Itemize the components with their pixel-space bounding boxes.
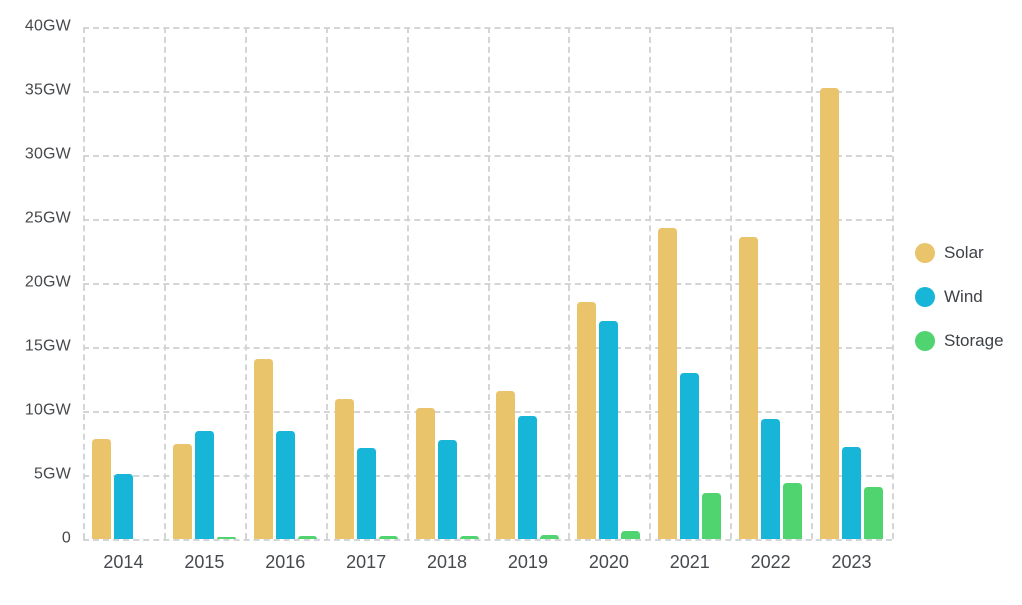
x-tick-label: 2018 xyxy=(427,552,468,572)
y-tick-label: 10GW xyxy=(24,401,71,419)
x-tick-label: 2020 xyxy=(588,552,629,572)
bar-solar-2018 xyxy=(415,408,435,539)
bar-wind-2019 xyxy=(518,416,538,539)
x-tick-label: 2023 xyxy=(831,552,872,572)
legend-item-solar: Solar xyxy=(915,242,1004,263)
gridline-vertical xyxy=(83,27,85,539)
gridline-vertical xyxy=(649,27,652,539)
y-tick-label: 5GW xyxy=(33,465,71,483)
bar-storage-2021 xyxy=(702,492,722,539)
gridline-vertical xyxy=(244,27,247,539)
bar-solar-2017 xyxy=(334,399,354,539)
bar-wind-2020 xyxy=(599,321,619,539)
gridline-vertical xyxy=(568,27,571,539)
x-tick-label: 2014 xyxy=(103,552,144,572)
bar-storage-2017 xyxy=(378,536,398,539)
bar-wind-2016 xyxy=(275,431,295,539)
legend-item-wind: Wind xyxy=(915,286,1004,307)
bar-storage-2015 xyxy=(216,537,236,539)
bar-solar-2019 xyxy=(496,390,516,539)
y-tick-label: 0 xyxy=(61,529,71,547)
x-tick-label: 2022 xyxy=(750,552,791,572)
bar-solar-2020 xyxy=(577,302,597,539)
legend-label-storage: Storage xyxy=(944,330,1004,350)
bar-storage-2019 xyxy=(540,535,560,539)
bar-wind-2023 xyxy=(842,446,862,539)
bar-wind-2014 xyxy=(113,473,133,539)
x-tick-label: 2016 xyxy=(265,552,306,572)
solar-swatch-icon xyxy=(915,242,935,263)
legend-item-storage: Storage xyxy=(915,330,1004,351)
y-tick-label: 35GW xyxy=(24,81,71,99)
x-tick-label: 2021 xyxy=(669,552,710,572)
x-tick-label: 2015 xyxy=(184,552,225,572)
y-tick-label: 40GW xyxy=(24,17,71,35)
bar-storage-2022 xyxy=(783,482,803,539)
bar-solar-2023 xyxy=(820,88,840,539)
gridline-vertical xyxy=(892,27,894,539)
bar-solar-2015 xyxy=(172,444,192,539)
bar-storage-2018 xyxy=(459,535,479,539)
x-tick-label: 2019 xyxy=(507,552,548,572)
bar-solar-2021 xyxy=(658,227,678,539)
bar-wind-2018 xyxy=(437,440,457,539)
bar-solar-2022 xyxy=(739,236,759,539)
gridline-vertical xyxy=(325,27,328,539)
wind-swatch-icon xyxy=(915,286,935,307)
bar-wind-2021 xyxy=(680,372,700,539)
legend-label-solar: Solar xyxy=(944,242,984,262)
y-tick-label: 15GW xyxy=(24,337,71,355)
bar-storage-2020 xyxy=(621,531,641,539)
bar-solar-2016 xyxy=(253,358,273,539)
bar-wind-2017 xyxy=(356,448,376,539)
gridline-vertical xyxy=(406,27,409,539)
bar-wind-2022 xyxy=(761,418,781,539)
gridline-vertical xyxy=(811,27,814,539)
bar-solar-2014 xyxy=(91,439,111,539)
legend-label-wind: Wind xyxy=(944,286,983,306)
storage-swatch-icon xyxy=(915,330,935,351)
y-tick-label: 30GW xyxy=(24,145,71,163)
gridline-vertical xyxy=(730,27,733,539)
y-tick-label: 20GW xyxy=(24,273,71,291)
y-tick-label: 25GW xyxy=(24,209,71,227)
legend: Solar Wind Storage xyxy=(915,242,1004,374)
x-tick-label: 2017 xyxy=(346,552,387,572)
gridline-vertical xyxy=(163,27,166,539)
bar-storage-2023 xyxy=(864,486,884,539)
bar-wind-2015 xyxy=(194,431,214,539)
bar-storage-2016 xyxy=(297,536,317,539)
gridline-horizontal xyxy=(83,539,892,541)
gridline-vertical xyxy=(487,27,490,539)
